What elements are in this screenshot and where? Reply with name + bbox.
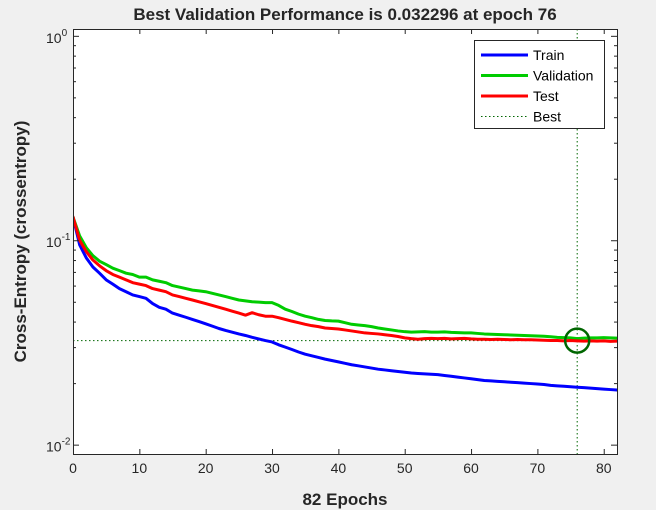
series-line-train xyxy=(73,215,617,392)
legend-label-train: Train xyxy=(533,47,564,63)
legend-label-test: Test xyxy=(533,88,559,104)
x-tick-label: 20 xyxy=(198,460,214,476)
best-epoch-marker xyxy=(563,327,591,354)
chart-title: Best Validation Performance is 0.032296 … xyxy=(133,5,556,24)
x-tick-label: 40 xyxy=(331,460,347,476)
series-layer xyxy=(73,215,617,392)
series-line-validation xyxy=(73,215,617,341)
x-axis-label: 82 Epochs xyxy=(302,490,387,509)
x-tick-label: 0 xyxy=(69,460,77,476)
axes-box xyxy=(73,29,618,455)
x-tick-label: 60 xyxy=(463,460,479,476)
y-axis-label: Cross-Entropy (crossentropy) xyxy=(11,121,30,363)
legend-label-validation: Validation xyxy=(533,68,593,84)
x-tick-label: 30 xyxy=(264,460,280,476)
x-tick-label: 80 xyxy=(596,460,612,476)
x-tick-label: 10 xyxy=(132,460,148,476)
legend: Train Validation Test Best xyxy=(474,40,605,129)
y-tick-label: 10-2 xyxy=(46,437,71,455)
y-tick-label: 10-1 xyxy=(46,232,71,250)
series-line-test xyxy=(73,215,617,343)
ticks-layer: 0 10 20 30 40 50 60 70 80 10-2 10-1 100 xyxy=(46,28,617,476)
x-tick-label: 50 xyxy=(397,460,413,476)
y-tick-label: 100 xyxy=(46,28,68,46)
x-tick-label: 70 xyxy=(530,460,546,476)
legend-label-best: Best xyxy=(533,109,561,125)
